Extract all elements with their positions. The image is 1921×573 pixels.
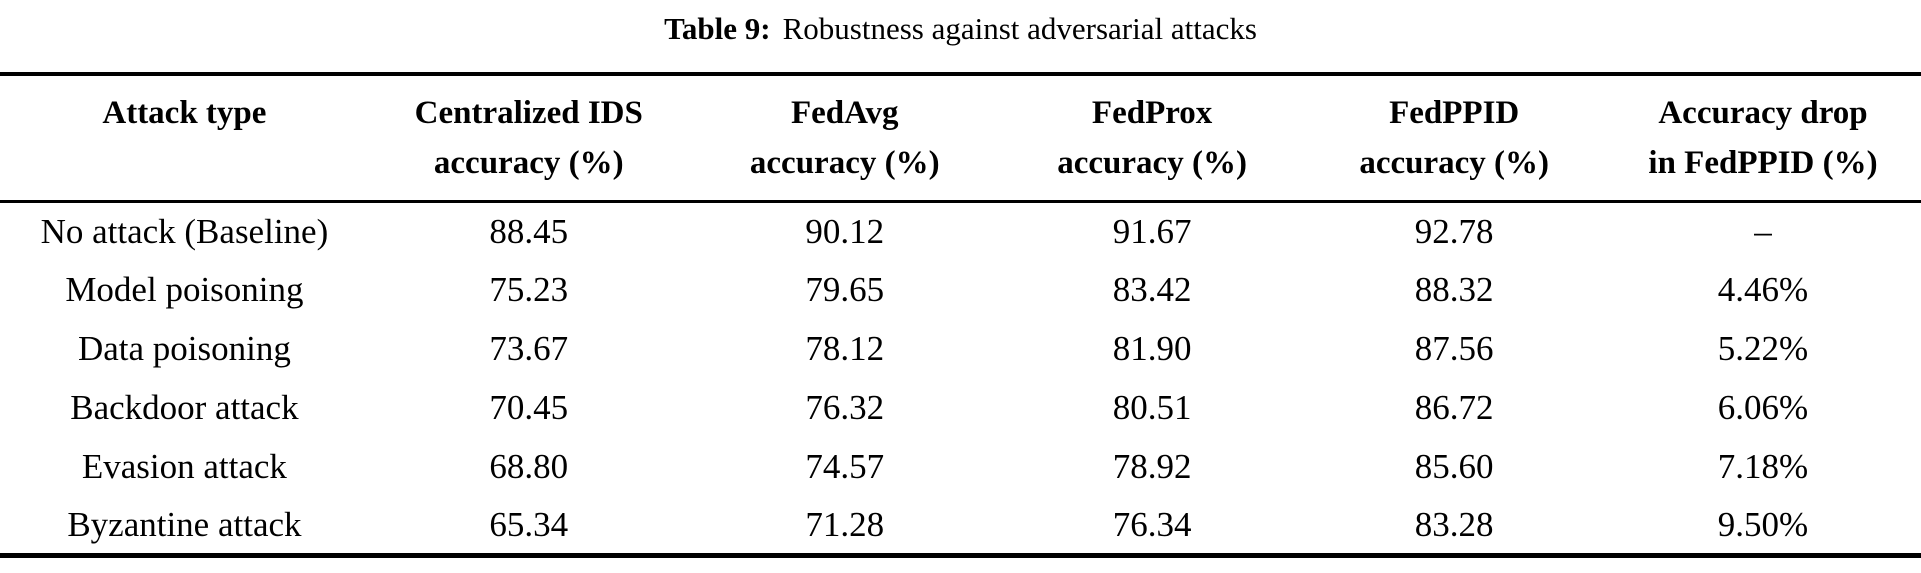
value-cell: 88.32: [1414, 270, 1494, 309]
column-header-attack-type: Attack type: [0, 74, 369, 202]
column-header-accuracy-drop: Accuracy drop in FedPPID (%): [1605, 74, 1921, 202]
table-row: Model poisoning 75.23 79.65 83.42 88.32 4.46%: [0, 261, 1921, 320]
value-cell: 6.06%: [1717, 388, 1809, 427]
column-header-centralized-ids: Centralized IDS accuracy (%): [369, 74, 689, 202]
column-header-fedppid: FedPPID accuracy (%): [1303, 74, 1605, 202]
column-header-fedprox: FedProx accuracy (%): [1001, 74, 1304, 202]
value-cell: 9.50%: [1717, 504, 1809, 544]
attack-type-cell: Data poisoning: [77, 329, 291, 368]
value-cell: 68.80: [489, 447, 569, 486]
value-cell: 91.67: [1112, 211, 1192, 251]
header-line: accuracy (%): [749, 145, 940, 181]
header-line: accuracy (%): [433, 145, 624, 181]
value-cell: 86.72: [1414, 388, 1494, 427]
value-cell: 78.12: [805, 329, 885, 368]
value-cell: 76.32: [805, 388, 885, 427]
value-cell: 74.57: [805, 447, 885, 486]
table-body: No attack (Baseline) 88.45 90.12 91.67 92.78…: [0, 202, 1921, 556]
table-row: Byzantine attack 65.34 71.28 76.34 83.28 9.50…: [0, 497, 1921, 556]
value-cell: 5.22%: [1717, 329, 1809, 368]
attack-type-cell: Model poisoning: [65, 270, 304, 309]
attack-type-cell: Backdoor attack: [70, 388, 299, 427]
header-line: Centralized IDS: [414, 95, 643, 131]
header-line: FedAvg: [790, 95, 899, 131]
header-line: Accuracy drop: [1658, 95, 1868, 131]
table-header: Attack type Centralized IDS accuracy (%)…: [0, 74, 1921, 202]
attack-type-cell: Evasion attack: [81, 447, 287, 486]
value-cell: 4.46%: [1717, 270, 1809, 309]
table-header-row: Attack type Centralized IDS accuracy (%)…: [0, 74, 1921, 202]
header-line: FedProx: [1091, 95, 1213, 131]
value-cell: 83.28: [1414, 504, 1494, 544]
robustness-table: Attack type Centralized IDS accuracy (%)…: [0, 72, 1921, 558]
attack-type-cell: No attack (Baseline): [40, 211, 329, 251]
value-cell: 85.60: [1414, 447, 1494, 486]
value-cell: 76.34: [1112, 504, 1192, 544]
value-cell: 70.45: [489, 388, 569, 427]
table-row: Evasion attack 68.80 74.57 78.92 85.60 7.18%: [0, 438, 1921, 497]
header-line: FedPPID: [1389, 95, 1520, 131]
table-row: No attack (Baseline) 88.45 90.12 91.67 92.78…: [0, 202, 1921, 261]
value-cell: 7.18%: [1717, 447, 1809, 486]
table-caption: Table 9: Robustness against adversarial a…: [0, 0, 1921, 50]
value-cell: 83.42: [1112, 270, 1192, 309]
value-cell: 79.65: [805, 270, 885, 309]
header-line: Attack type: [102, 95, 267, 131]
value-cell: 92.78: [1414, 211, 1494, 251]
value-cell: 80.51: [1112, 388, 1192, 427]
value-cell: 87.56: [1414, 329, 1494, 368]
table-row: Data poisoning 73.67 78.12 81.90 87.56 5.22%: [0, 320, 1921, 379]
value-cell: 71.28: [805, 504, 885, 544]
attack-type-cell: Byzantine attack: [67, 504, 302, 544]
value-cell: –: [1754, 211, 1772, 251]
column-header-fedavg: FedAvg accuracy (%): [689, 74, 1001, 202]
value-cell: 73.67: [489, 329, 569, 368]
header-line: accuracy (%): [1057, 145, 1247, 181]
value-cell: 90.12: [805, 211, 885, 251]
value-cell: 88.45: [489, 211, 569, 251]
value-cell: 65.34: [489, 504, 569, 544]
table-row: Backdoor attack 70.45 76.32 80.51 86.72 6.06%: [0, 379, 1921, 438]
value-cell: 81.90: [1112, 329, 1192, 368]
value-cell: 78.92: [1112, 447, 1192, 486]
table-caption-text: Robustness against adversarial attacks: [782, 11, 1257, 46]
value-cell: 75.23: [489, 270, 569, 309]
header-line: accuracy (%): [1359, 145, 1549, 181]
header-line: in FedPPID (%): [1648, 145, 1878, 181]
table-caption-label: Table 9:: [664, 11, 771, 46]
